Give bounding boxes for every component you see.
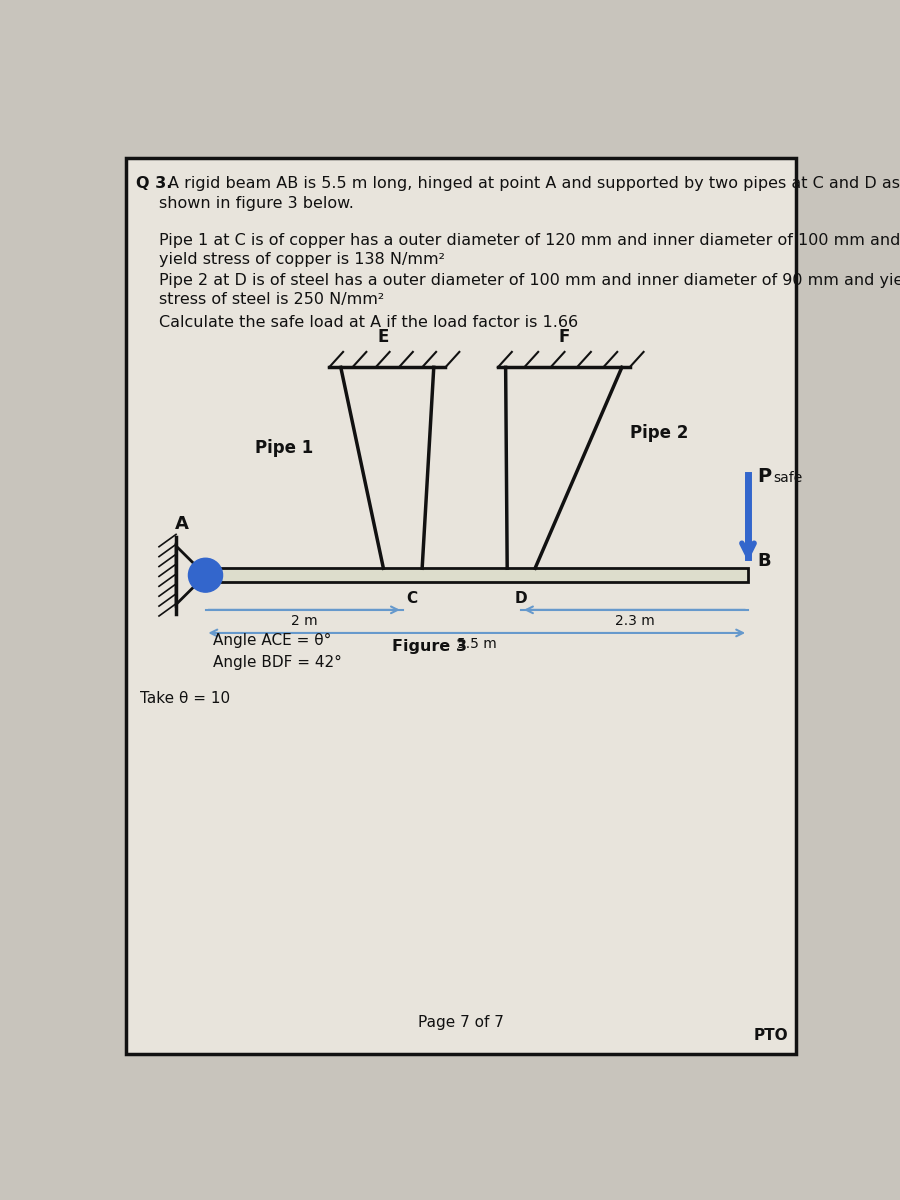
Text: P: P xyxy=(757,467,771,486)
Text: PTO: PTO xyxy=(754,1028,788,1043)
Text: shown in figure 3 below.: shown in figure 3 below. xyxy=(159,196,354,210)
FancyBboxPatch shape xyxy=(205,569,748,582)
Text: Pipe 2 at D is of steel has a outer diameter of 100 mm and inner diameter of 90 : Pipe 2 at D is of steel has a outer diam… xyxy=(159,272,900,288)
Text: Pipe 2: Pipe 2 xyxy=(630,424,688,442)
Text: Page 7 of 7: Page 7 of 7 xyxy=(418,1014,504,1030)
Text: E: E xyxy=(378,328,389,346)
Text: Take θ = 10: Take θ = 10 xyxy=(140,691,230,706)
Text: A: A xyxy=(176,515,189,533)
Text: 2 m: 2 m xyxy=(291,613,318,628)
Text: Angle ACE = θ°: Angle ACE = θ° xyxy=(213,632,331,648)
FancyBboxPatch shape xyxy=(126,158,796,1054)
Text: 5.5 m: 5.5 m xyxy=(457,637,497,650)
Text: safe: safe xyxy=(773,472,802,485)
Circle shape xyxy=(188,558,222,592)
Text: F: F xyxy=(558,328,570,346)
Text: stress of steel is 250 N/mm²: stress of steel is 250 N/mm² xyxy=(159,292,384,307)
Text: Pipe 1: Pipe 1 xyxy=(256,439,313,457)
Text: B: B xyxy=(757,552,771,570)
Text: Angle BDF = 42°: Angle BDF = 42° xyxy=(213,654,342,670)
Text: A rigid beam AB is 5.5 m long, hinged at point A and supported by two pipes at C: A rigid beam AB is 5.5 m long, hinged at… xyxy=(168,176,900,191)
Text: Pipe 1 at C is of copper has a outer diameter of 120 mm and inner diameter of 10: Pipe 1 at C is of copper has a outer dia… xyxy=(159,233,900,247)
Text: yield stress of copper is 138 N/mm²: yield stress of copper is 138 N/mm² xyxy=(159,252,445,266)
Text: 2.3 m: 2.3 m xyxy=(615,613,654,628)
Text: C: C xyxy=(407,592,418,606)
Text: Q 3.: Q 3. xyxy=(136,176,178,191)
Text: Calculate the safe load at A if the load factor is 1.66: Calculate the safe load at A if the load… xyxy=(159,314,578,330)
Text: Figure 3: Figure 3 xyxy=(392,640,466,654)
Text: D: D xyxy=(515,592,527,606)
